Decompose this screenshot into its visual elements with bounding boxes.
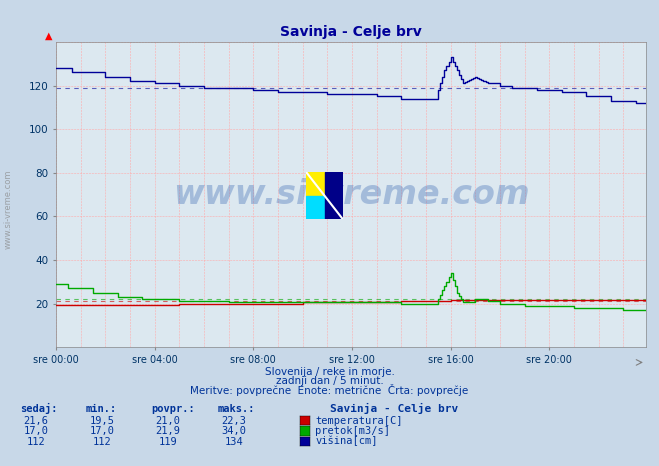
Text: 34,0: 34,0 xyxy=(221,426,246,436)
Text: Savinja - Celje brv: Savinja - Celje brv xyxy=(330,404,458,414)
Text: 22,3: 22,3 xyxy=(221,416,246,426)
Text: 21,9: 21,9 xyxy=(156,426,181,436)
Title: Savinja - Celje brv: Savinja - Celje brv xyxy=(280,25,422,40)
Text: ▲: ▲ xyxy=(45,31,53,41)
Text: 21,6: 21,6 xyxy=(24,416,49,426)
Bar xyxy=(306,196,325,219)
Text: min.:: min.: xyxy=(86,404,117,414)
Text: 112: 112 xyxy=(93,437,111,446)
Text: 112: 112 xyxy=(27,437,45,446)
Text: 21,0: 21,0 xyxy=(156,416,181,426)
Text: 134: 134 xyxy=(225,437,243,446)
Text: pretok[m3/s]: pretok[m3/s] xyxy=(315,426,390,436)
Text: povpr.:: povpr.: xyxy=(152,404,195,414)
Text: Meritve: povprečne  Enote: metrične  Črta: povprečje: Meritve: povprečne Enote: metrične Črta:… xyxy=(190,384,469,396)
Text: 17,0: 17,0 xyxy=(90,426,115,436)
Text: višina[cm]: višina[cm] xyxy=(315,436,378,446)
Text: www.si-vreme.com: www.si-vreme.com xyxy=(4,170,13,249)
Text: 19,5: 19,5 xyxy=(90,416,115,426)
Text: zadnji dan / 5 minut.: zadnji dan / 5 minut. xyxy=(275,377,384,386)
Text: Slovenija / reke in morje.: Slovenija / reke in morje. xyxy=(264,367,395,377)
Text: sedaj:: sedaj: xyxy=(20,404,57,414)
Text: temperatura[C]: temperatura[C] xyxy=(315,416,403,426)
Bar xyxy=(325,172,343,219)
Text: maks.:: maks.: xyxy=(217,404,255,414)
Text: 119: 119 xyxy=(159,437,177,446)
Text: www.si-vreme.com: www.si-vreme.com xyxy=(173,178,529,211)
Text: 17,0: 17,0 xyxy=(24,426,49,436)
Bar xyxy=(306,172,325,196)
